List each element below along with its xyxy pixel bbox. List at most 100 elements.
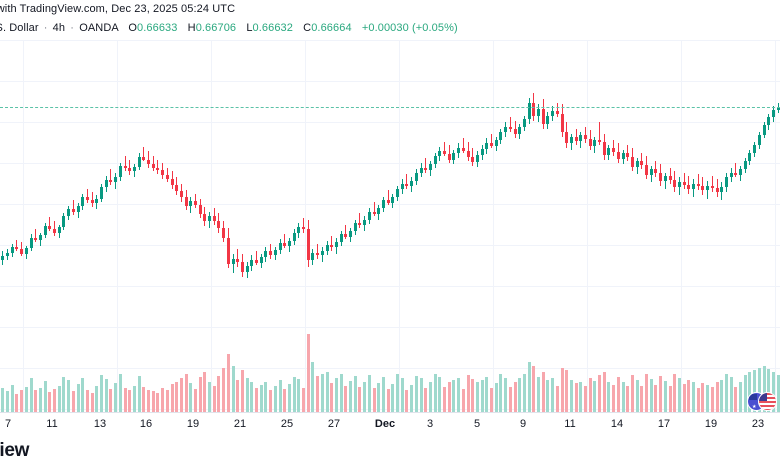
volume-bar bbox=[546, 380, 549, 412]
candle-body bbox=[377, 208, 380, 214]
candle-body bbox=[495, 140, 498, 146]
x-axis-tick-label: 7 bbox=[4, 418, 12, 430]
candle-body bbox=[636, 161, 639, 167]
candle-body bbox=[424, 167, 427, 171]
volume-bar bbox=[95, 386, 98, 412]
candle-wick bbox=[125, 156, 126, 171]
volume-bar bbox=[250, 381, 253, 412]
volume-bar bbox=[607, 381, 610, 412]
volume-bar bbox=[114, 383, 117, 412]
candle-body bbox=[25, 248, 28, 254]
volume-bar bbox=[222, 368, 225, 412]
volume-bar bbox=[373, 388, 376, 412]
candle-body bbox=[147, 159, 150, 164]
volume-bar bbox=[448, 381, 451, 412]
volume-bar bbox=[716, 381, 719, 412]
volume-bar bbox=[91, 392, 94, 412]
chart-gridlines bbox=[0, 40, 780, 412]
candle-wick bbox=[388, 190, 389, 206]
candle-body bbox=[443, 151, 446, 154]
candle-body bbox=[20, 248, 23, 254]
volume-bar bbox=[311, 362, 314, 412]
volume-bar bbox=[20, 389, 23, 412]
volume-bar bbox=[180, 378, 183, 412]
chart-plot-area[interactable] bbox=[0, 40, 780, 412]
volume-bar bbox=[777, 375, 780, 412]
candle-wick bbox=[472, 148, 473, 167]
volume-bar bbox=[44, 380, 47, 412]
candle-body bbox=[485, 143, 488, 149]
volume-bar bbox=[457, 378, 460, 412]
candle-wick bbox=[157, 160, 158, 175]
candle-body bbox=[344, 234, 347, 237]
candle-wick bbox=[491, 133, 492, 149]
candle-body bbox=[471, 157, 474, 162]
volume-bar bbox=[495, 383, 498, 412]
candle-body bbox=[523, 118, 526, 127]
volume-bar bbox=[15, 394, 18, 412]
open-value: 0.66633 bbox=[137, 22, 178, 34]
volume-bar bbox=[105, 379, 108, 412]
volume-bar bbox=[659, 376, 662, 412]
x-axis-tick-label: 5 bbox=[473, 418, 481, 430]
volume-bar bbox=[706, 384, 709, 412]
x-axis-tick-label: 23 bbox=[751, 418, 765, 430]
volume-bar bbox=[246, 377, 249, 412]
horizontal-gridline bbox=[0, 409, 780, 410]
interval-label[interactable]: 4h bbox=[52, 22, 66, 34]
volume-bar bbox=[467, 375, 470, 412]
volume-bar bbox=[767, 368, 770, 412]
vertical-gridline bbox=[23, 40, 24, 412]
volume-bar bbox=[476, 381, 479, 412]
volume-bar bbox=[307, 333, 310, 412]
volume-bar bbox=[255, 388, 258, 412]
volume-bar bbox=[504, 377, 507, 412]
candle-body bbox=[556, 110, 559, 114]
candle-body bbox=[232, 258, 235, 264]
volume-bar bbox=[260, 384, 263, 412]
candle-body bbox=[77, 205, 80, 213]
candle-wick bbox=[359, 213, 360, 228]
close-value: 0.66664 bbox=[311, 22, 352, 34]
volume-bar bbox=[561, 368, 564, 412]
candle-body bbox=[39, 235, 42, 240]
candle-body bbox=[316, 253, 319, 256]
volume-bar bbox=[603, 372, 606, 412]
price-change: +0.00030 (+0.05%) bbox=[361, 22, 458, 34]
volume-bar bbox=[199, 376, 202, 412]
volume-bar bbox=[734, 387, 737, 412]
candle-body bbox=[335, 241, 338, 248]
vertical-gridline bbox=[681, 40, 682, 412]
candle-body bbox=[725, 177, 728, 188]
candle-body bbox=[213, 215, 216, 221]
horizontal-gridline bbox=[0, 204, 780, 205]
candle-body bbox=[72, 209, 75, 213]
volume-bar bbox=[509, 387, 512, 412]
volume-bar bbox=[269, 389, 272, 412]
candle-body bbox=[34, 237, 37, 240]
exchange-label[interactable]: OANDA bbox=[79, 22, 119, 34]
x-axis[interactable]: 7 11 13 16 19 21 25 27 Dec 3 5 9 11 14 17 19 23 bbox=[0, 412, 780, 438]
volume-bar bbox=[6, 391, 9, 412]
candle-body bbox=[161, 170, 164, 175]
candle-body bbox=[598, 140, 601, 142]
candle-body bbox=[81, 196, 84, 206]
candle-body bbox=[546, 116, 549, 124]
x-axis-tick-label: 16 bbox=[139, 418, 153, 430]
candle-body bbox=[349, 231, 352, 237]
volume-bar bbox=[358, 387, 361, 412]
symbol-name[interactable]: / U.S. Dollar bbox=[0, 22, 39, 34]
candle-body bbox=[288, 240, 291, 246]
candle-body bbox=[481, 148, 484, 155]
candle-body bbox=[758, 135, 761, 145]
candle-wick bbox=[270, 244, 271, 259]
candle-body bbox=[748, 153, 751, 162]
candle-body bbox=[260, 257, 263, 263]
candle-body bbox=[593, 140, 596, 146]
x-axis-tick-label: 27 bbox=[327, 418, 341, 430]
candle-body bbox=[664, 175, 667, 182]
candle-wick bbox=[406, 174, 407, 189]
candle-wick bbox=[35, 229, 36, 243]
volume-bar bbox=[109, 388, 112, 412]
ohlc-open: O0.66633 bbox=[128, 22, 177, 34]
